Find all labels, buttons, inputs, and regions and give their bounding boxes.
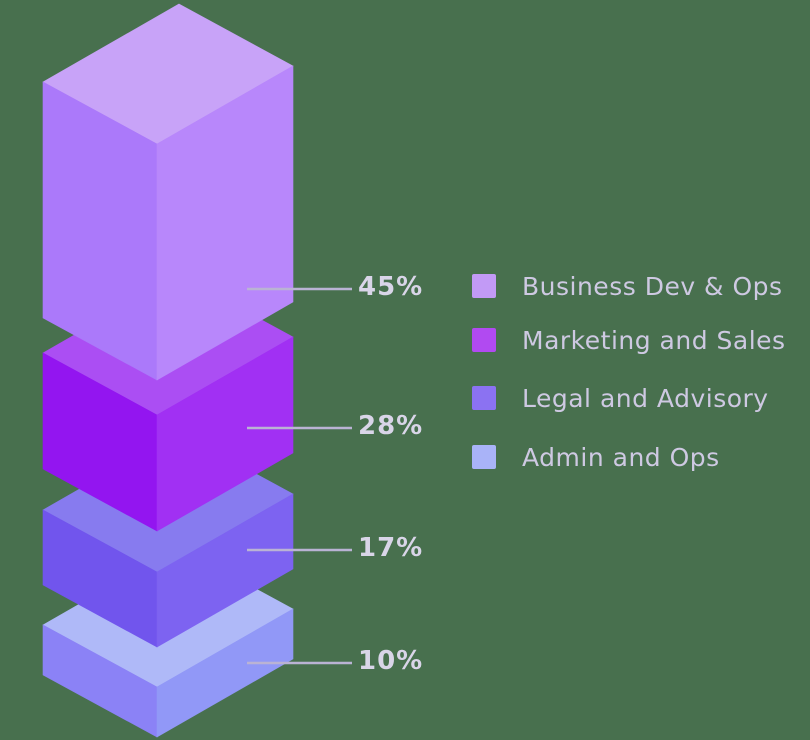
value-label-marketing-sales: 28% xyxy=(358,411,424,441)
value-label-admin-ops: 10% xyxy=(358,646,424,676)
legend-label-admin-ops: Admin and Ops xyxy=(522,442,720,472)
legend-item-legal-advisory: Legal and Advisory xyxy=(472,381,769,415)
value-label-business-dev: 45% xyxy=(358,272,424,302)
legend-swatch-marketing-sales xyxy=(472,328,496,352)
legend-swatch-admin-ops xyxy=(472,445,496,469)
legend-swatch-business-dev xyxy=(472,274,496,298)
value-label-legal-advisory: 17% xyxy=(358,533,424,563)
legend-item-admin-ops: Admin and Ops xyxy=(472,440,720,474)
legend-label-legal-advisory: Legal and Advisory xyxy=(522,383,769,413)
legend-label-marketing-sales: Marketing and Sales xyxy=(522,325,786,355)
legend-swatch-legal-advisory xyxy=(472,386,496,410)
legend-item-business-dev: Business Dev & Ops xyxy=(472,269,783,303)
legend-label-business-dev: Business Dev & Ops xyxy=(522,271,783,301)
legend-item-marketing-sales: Marketing and Sales xyxy=(472,323,786,357)
